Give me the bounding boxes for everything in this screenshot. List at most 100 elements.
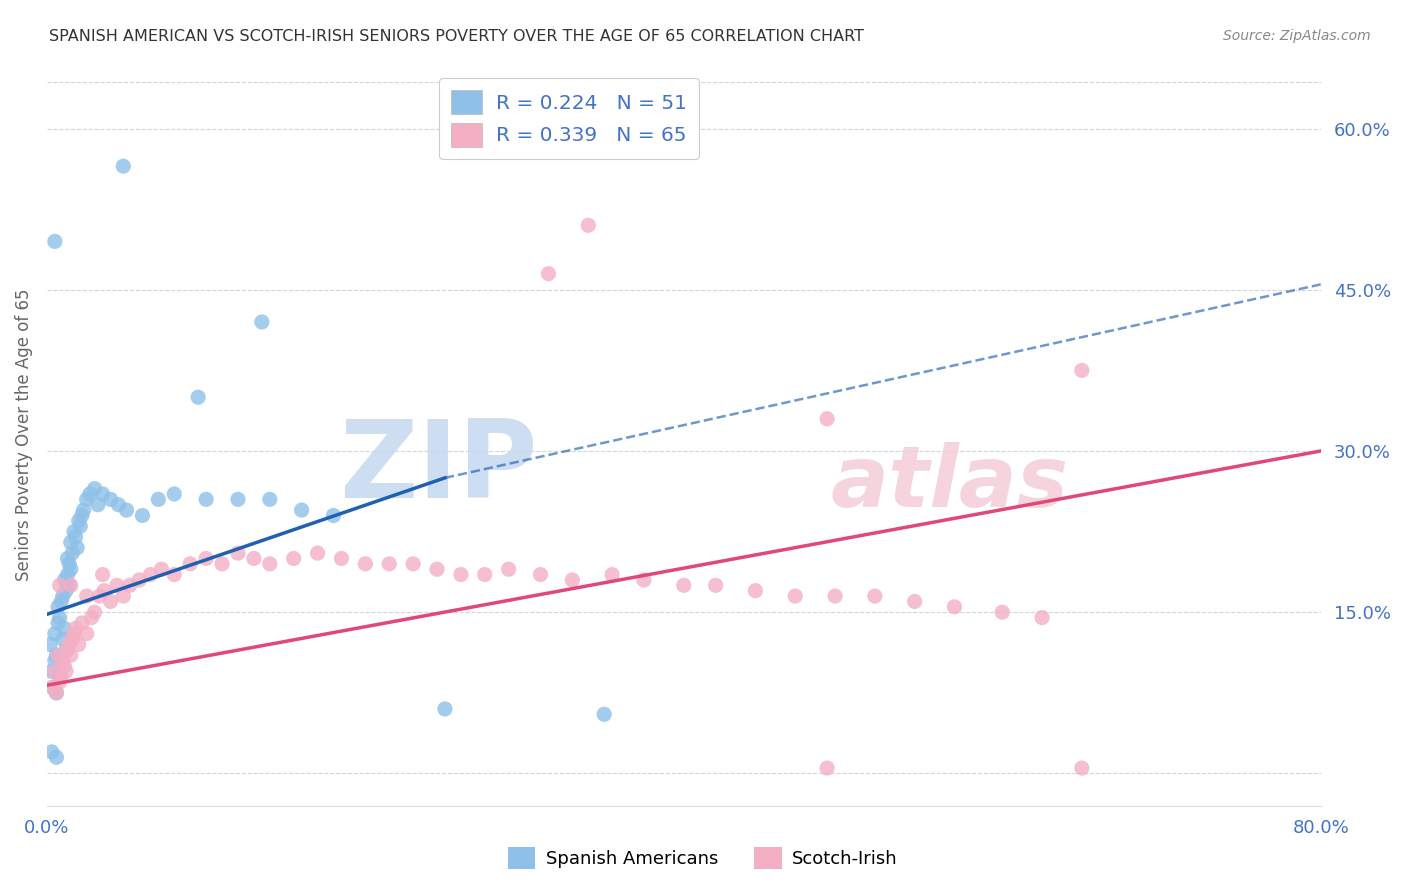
Point: [55, 642, 77, 657]
Point: [863, 589, 886, 603]
Point: [118, 578, 141, 592]
Point: [148, 492, 170, 507]
Point: [307, 546, 329, 560]
Point: [824, 589, 846, 603]
Point: [45, 686, 67, 700]
Point: [39, 637, 62, 651]
Point: [433, 702, 456, 716]
Point: [45, 648, 67, 663]
Legend: Spanish Americans, Scotch-Irish: Spanish Americans, Scotch-Irish: [501, 839, 905, 876]
Point: [322, 508, 344, 523]
Point: [80, 610, 103, 624]
Point: [163, 567, 186, 582]
Point: [259, 557, 281, 571]
Point: [76, 589, 98, 603]
Point: [537, 267, 560, 281]
Point: [87, 498, 110, 512]
Point: [70, 615, 93, 630]
Point: [46, 615, 69, 630]
Text: Source: ZipAtlas.com: Source: ZipAtlas.com: [1223, 29, 1371, 43]
Point: [44, 654, 66, 668]
Point: [354, 557, 377, 571]
Point: [1031, 610, 1053, 624]
Point: [51, 594, 73, 608]
Point: [576, 219, 599, 233]
Legend: R = 0.224   N = 51, R = 0.339   N = 65: R = 0.224 N = 51, R = 0.339 N = 65: [440, 78, 699, 159]
Y-axis label: Seniors Poverty Over the Age of 65: Seniors Poverty Over the Age of 65: [15, 289, 32, 581]
Point: [450, 567, 472, 582]
Point: [56, 642, 79, 657]
Point: [259, 492, 281, 507]
Point: [41, 681, 63, 695]
Point: [65, 621, 87, 635]
Point: [633, 573, 655, 587]
Point: [128, 573, 150, 587]
Point: [44, 665, 66, 679]
Point: [179, 557, 201, 571]
Point: [243, 551, 266, 566]
Point: [41, 745, 63, 759]
Point: [52, 654, 75, 668]
Point: [60, 632, 83, 646]
Point: [107, 498, 129, 512]
Point: [785, 589, 807, 603]
Point: [195, 551, 218, 566]
Point: [330, 551, 353, 566]
Point: [72, 503, 94, 517]
Point: [59, 648, 82, 663]
Point: [48, 675, 70, 690]
Point: [60, 546, 83, 560]
Point: [815, 411, 838, 425]
Point: [52, 632, 75, 646]
Point: [593, 707, 616, 722]
Point: [163, 487, 186, 501]
Point: [744, 583, 766, 598]
Point: [150, 562, 173, 576]
Point: [70, 508, 93, 523]
Text: SPANISH AMERICAN VS SCOTCH-IRISH SENIORS POVERTY OVER THE AGE OF 65 CORRELATION : SPANISH AMERICAN VS SCOTCH-IRISH SENIORS…: [49, 29, 865, 44]
Point: [46, 599, 69, 614]
Point: [55, 665, 77, 679]
Point: [63, 524, 86, 539]
Point: [195, 492, 218, 507]
Point: [139, 567, 162, 582]
Point: [53, 573, 76, 587]
Point: [52, 589, 75, 603]
Point: [53, 621, 76, 635]
Point: [112, 589, 135, 603]
Point: [93, 583, 115, 598]
Point: [474, 567, 496, 582]
Point: [211, 557, 233, 571]
Point: [226, 546, 249, 560]
Point: [100, 594, 122, 608]
Point: [291, 503, 314, 517]
Point: [561, 573, 583, 587]
Point: [48, 610, 70, 624]
Point: [45, 750, 67, 764]
Point: [83, 605, 105, 619]
Point: [58, 557, 80, 571]
Point: [250, 315, 273, 329]
Point: [76, 626, 98, 640]
Point: [56, 567, 79, 582]
Point: [91, 487, 114, 501]
Point: [48, 578, 70, 592]
Point: [112, 159, 135, 173]
Point: [76, 492, 98, 507]
Point: [529, 567, 551, 582]
Point: [63, 626, 86, 640]
Point: [69, 519, 91, 533]
Point: [56, 551, 79, 566]
Point: [59, 562, 82, 576]
Point: [91, 567, 114, 582]
Point: [131, 508, 153, 523]
Point: [45, 686, 67, 700]
Point: [498, 562, 520, 576]
Point: [815, 761, 838, 775]
Point: [44, 235, 66, 249]
Point: [59, 535, 82, 549]
Point: [100, 492, 122, 507]
Point: [600, 567, 623, 582]
Point: [904, 594, 927, 608]
Point: [187, 390, 209, 404]
